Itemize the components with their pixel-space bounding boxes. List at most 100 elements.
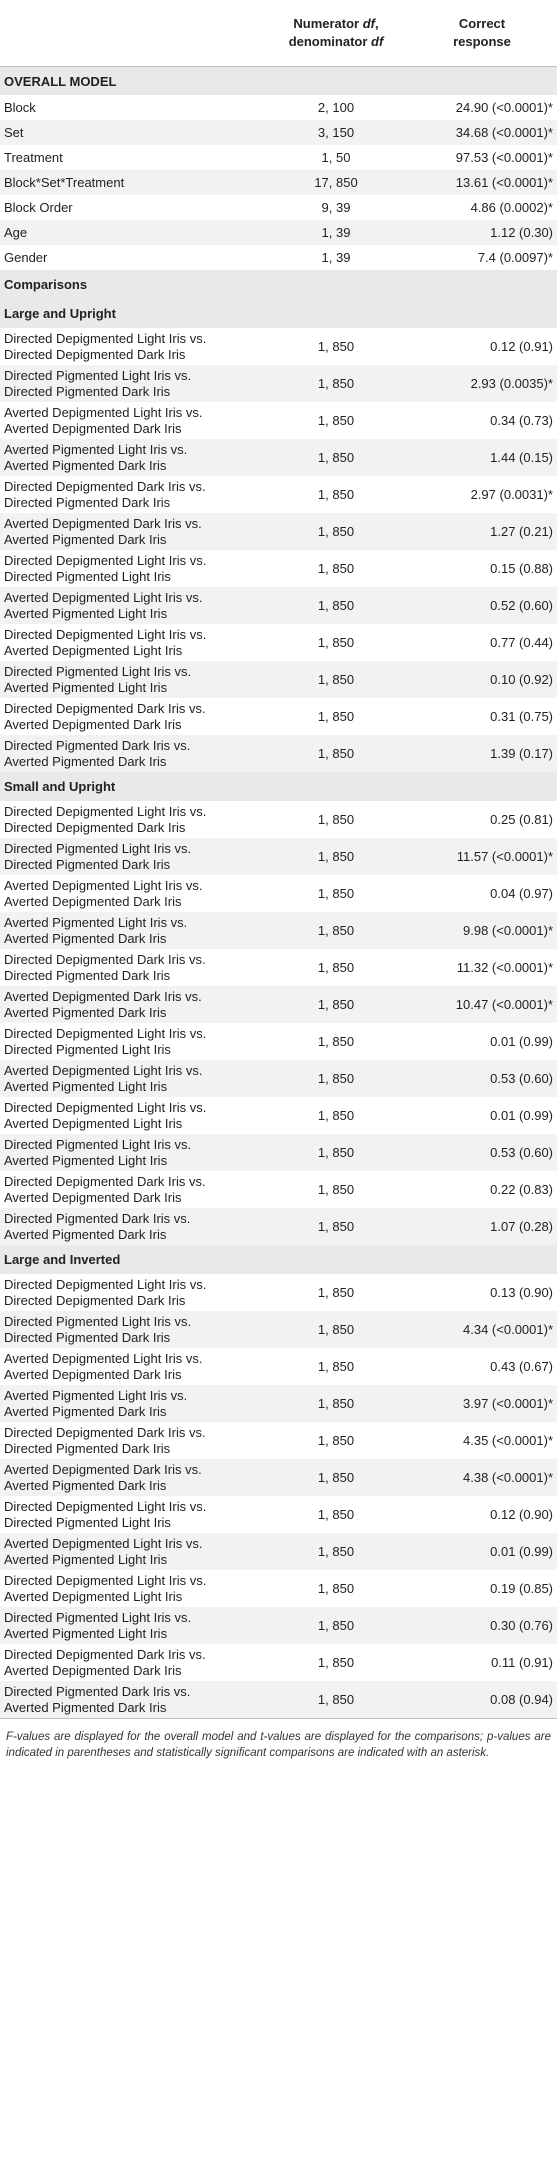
comparison-label: Directed Depigmented Light Iris vs. Direc… [0, 1496, 265, 1533]
comparison-label: Directed Pigmented Light Iris vs. Directe… [0, 1311, 265, 1348]
comparison-label-line2: Directed Pigmented Light Iris [4, 1514, 171, 1530]
comparison-label-line1: Directed Depigmented Light Iris vs. [4, 1099, 207, 1115]
row-df: 1, 850 [265, 1060, 407, 1097]
row-df: 1, 850 [265, 1533, 407, 1570]
comparison-label: Averted Depigmented Light Iris vs. Averte… [0, 1348, 265, 1385]
comparison-label: Directed Depigmented Light Iris vs. Avert… [0, 624, 265, 661]
row-value: 2.97 (0.0031)* [470, 486, 553, 502]
row-df: 1, 850 [317, 708, 355, 724]
comparison-label-line2: Averted Pigmented Light Iris [4, 605, 168, 621]
comparison-label-line2: Averted Pigmented Light Iris [4, 679, 168, 695]
header-df-text: Numerator [293, 16, 363, 31]
table-row: Directed Depigmented Light Iris vs. Direc… [0, 1274, 557, 1311]
comparison-label-line1: Directed Depigmented Light Iris vs. [4, 1276, 207, 1292]
row-df: 1, 850 [265, 587, 407, 624]
table-row: Averted Depigmented Light Iris vs. Averte… [0, 1060, 557, 1097]
row-label: Block Order [4, 200, 73, 215]
row-df: 1, 850 [265, 1208, 407, 1245]
row-value: 0.15 (0.88) [490, 560, 553, 576]
section-title: OVERALL MODEL [0, 66, 557, 95]
row-value: 0.12 (0.90) [490, 1506, 553, 1522]
comparison-label: Directed Depigmented Light Iris vs. Direc… [0, 1274, 265, 1311]
row-value: 4.34 (<0.0001)* [407, 1311, 557, 1348]
header-df: Numerator df, denominator df [265, 0, 407, 67]
table-row: Averted Depigmented Dark Iris vs. Averted… [0, 1459, 557, 1496]
table-row: Averted Pigmented Light Iris vs. Averted … [0, 912, 557, 949]
table-row: Block Order 9, 39 4.86 (0.0002)* [0, 195, 557, 220]
comparison-label: Directed Depigmented Dark Iris vs. Direct… [0, 1422, 265, 1459]
comparison-label-line1: Directed Pigmented Light Iris vs. [4, 367, 192, 383]
row-df: 1, 39 [321, 250, 351, 265]
row-value: 13.61 (<0.0001)* [407, 170, 557, 195]
table-header-row: Numerator df, denominator df Correct res… [0, 0, 557, 67]
comparison-label: Directed Depigmented Light Iris vs. Avert… [0, 1570, 265, 1607]
comparison-label-line2: Directed Pigmented Dark Iris [4, 856, 171, 872]
row-value: 0.04 (0.97) [490, 885, 553, 901]
header-df-italic: df [362, 16, 375, 31]
header-denominator-text: denominator [288, 34, 372, 49]
row-label: Block [4, 100, 36, 115]
row-value: 0.43 (0.67) [490, 1358, 553, 1374]
comparison-label-line1: Directed Depigmented Dark Iris vs. [4, 951, 206, 967]
row-value: 0.11 (0.91) [491, 1654, 553, 1670]
comparison-label-line1: Averted Pigmented Light Iris vs. [4, 1387, 188, 1403]
comparison-label-line1: Averted Depigmented Light Iris vs. [4, 1350, 203, 1366]
table-row: Averted Depigmented Light Iris vs. Averte… [0, 875, 557, 912]
table-row: Directed Depigmented Dark Iris vs. Direct… [0, 1422, 557, 1459]
table-row: Age 1, 39 1.12 (0.30) [0, 220, 557, 245]
group-title: Small and Upright [0, 772, 557, 801]
comparison-label-line2: Averted Pigmented Dark Iris [4, 1477, 167, 1493]
table-row: Directed Pigmented Light Iris vs. Averted… [0, 661, 557, 698]
comparison-label: Directed Depigmented Dark Iris vs. Averte… [0, 698, 265, 735]
row-value: 3.97 (<0.0001)* [407, 1385, 557, 1422]
row-value: 0.10 (0.92) [407, 661, 557, 698]
row-value: 0.53 (0.60) [407, 1134, 557, 1171]
header-correct-response: Correct response [407, 0, 557, 67]
row-df: 1, 850 [317, 1107, 355, 1123]
comparison-label: Averted Depigmented Light Iris vs. Averte… [0, 587, 265, 624]
row-df: 1, 850 [317, 959, 355, 975]
comparison-label-line2: Directed Depigmented Dark Iris [4, 1292, 186, 1308]
comparison-label: Averted Depigmented Light Iris vs. Averte… [0, 1060, 265, 1097]
row-df: 1, 850 [265, 1459, 407, 1496]
comparison-label: Directed Pigmented Light Iris vs. Directe… [0, 838, 265, 875]
comparison-label-line1: Directed Pigmented Light Iris vs. [4, 1609, 192, 1625]
row-df: 1, 39 [265, 220, 407, 245]
table-row: Directed Pigmented Light Iris vs. Directe… [0, 838, 557, 875]
comparison-label-line1: Directed Pigmented Dark Iris vs. [4, 1210, 191, 1226]
table-row: Directed Depigmented Light Iris vs. Direc… [0, 1496, 557, 1533]
row-df: 1, 850 [265, 735, 407, 772]
comparison-label: Directed Depigmented Dark Iris vs. Averte… [0, 1644, 265, 1681]
table-footnote: F-values are displayed for the overall m… [6, 1731, 551, 1759]
table-row: Directed Depigmented Dark Iris vs. Direct… [0, 476, 557, 513]
comparison-label-line1: Directed Depigmented Light Iris vs. [4, 1498, 207, 1514]
table-row: Averted Depigmented Light Iris vs. Averte… [0, 402, 557, 439]
comparison-label-line1: Averted Depigmented Dark Iris vs. [4, 515, 202, 531]
row-df: 1, 850 [265, 513, 407, 550]
comparison-label-line1: Directed Depigmented Light Iris vs. [4, 1572, 207, 1588]
comparison-label-line1: Averted Pigmented Light Iris vs. [4, 441, 188, 457]
row-label: Set [0, 120, 265, 145]
comparison-label: Directed Pigmented Dark Iris vs. Averted … [0, 1681, 265, 1719]
table-row: Averted Depigmented Dark Iris vs. Averted… [0, 986, 557, 1023]
comparison-label-line1: Directed Depigmented Light Iris vs. [4, 803, 207, 819]
table-row: Directed Pigmented Dark Iris vs. Averted … [0, 1681, 557, 1719]
row-df: 1, 850 [317, 634, 355, 650]
row-df: 1, 850 [265, 912, 407, 949]
row-value: 0.01 (0.99) [490, 1033, 553, 1049]
row-df: 1, 850 [265, 439, 407, 476]
row-value: 4.35 (<0.0001)* [463, 1432, 553, 1448]
comparison-label-line1: Directed Depigmented Dark Iris vs. [4, 700, 206, 716]
table-row: Directed Pigmented Light Iris vs. Directe… [0, 365, 557, 402]
row-df: 1, 850 [317, 1506, 355, 1522]
comparison-label-line1: Averted Depigmented Dark Iris vs. [4, 988, 202, 1004]
group-title: Large and Inverted [0, 1245, 557, 1274]
comparison-label: Averted Pigmented Light Iris vs. Averted … [0, 912, 265, 949]
comparison-label: Directed Depigmented Light Iris vs. Direc… [0, 550, 265, 587]
comparison-label-line1: Directed Depigmented Dark Iris vs. [4, 1424, 206, 1440]
comparison-label-line2: Directed Pigmented Dark Iris [4, 1440, 171, 1456]
row-value: 24.90 (<0.0001)* [455, 100, 553, 115]
comparison-label-line1: Averted Pigmented Light Iris vs. [4, 914, 188, 930]
row-df: 2, 100 [317, 100, 355, 115]
comparison-label: Directed Depigmented Dark Iris vs. Direct… [0, 949, 265, 986]
